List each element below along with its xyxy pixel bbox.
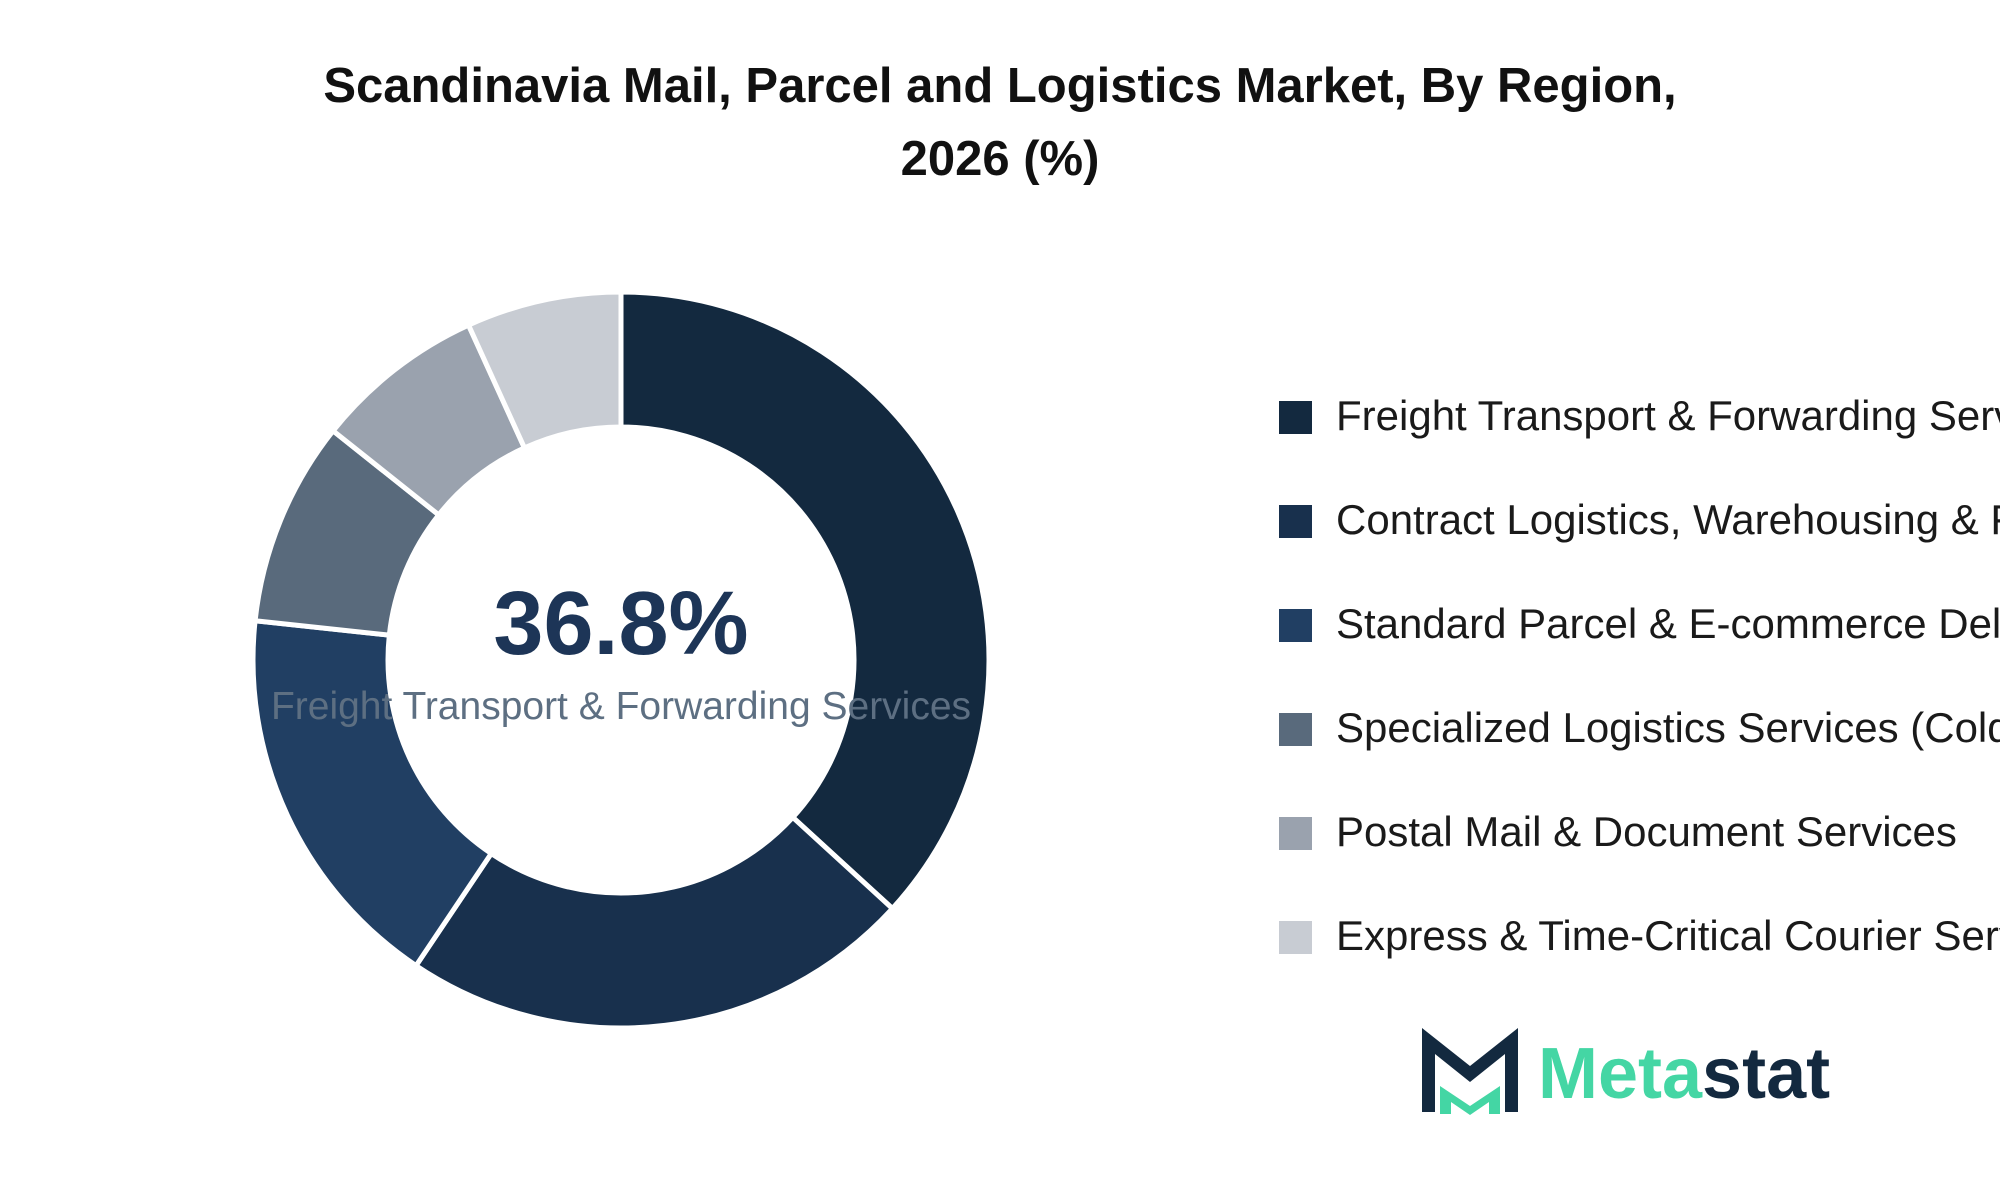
chart-title: Scandinavia Mail, Parcel and Logistics M… [0, 50, 2000, 196]
center-value: 36.8% [493, 574, 749, 674]
logo-mark-accent-icon [1440, 1086, 1500, 1115]
legend-item: Express & Time-Critical Courier Services [1279, 906, 2000, 1010]
donut-slice [250, 618, 495, 970]
legend-label: Contract Logistics, Warehousing & Fulfil… [1336, 496, 2000, 543]
legend-label: Freight Transport & Forwarding Services [1336, 392, 2000, 439]
legend-swatch [1279, 401, 1312, 434]
donut-slice [465, 289, 624, 452]
logo-text-meta: Meta [1538, 1034, 1703, 1114]
center-label: Freight Transport & Forwarding Services [270, 685, 972, 728]
chart-title-line-2: 2026 (%) [900, 132, 1100, 186]
legend-item: Contract Logistics, Warehousing & Fulfil… [1279, 490, 2000, 594]
logo-text-stat: stat [1702, 1034, 1830, 1114]
legend-swatch [1279, 505, 1312, 538]
legend-label: Specialized Logistics Services (Cold Cha… [1336, 704, 2000, 751]
legend-label: Express & Time-Critical Courier Services [1336, 912, 2000, 959]
logo-wordmark: Metastat [1538, 1034, 1830, 1114]
donut-slice [618, 289, 992, 913]
legend-item: Freight Transport & Forwarding Services [1279, 386, 2000, 490]
chart-title-line-1: Scandinavia Mail, Parcel and Logistics M… [323, 59, 1677, 113]
logo-mark-icon [1422, 1028, 1518, 1112]
legend-item: Specialized Logistics Services (Cold Cha… [1279, 698, 2000, 802]
legend-swatch [1279, 921, 1312, 954]
legend: Freight Transport & Forwarding Services … [1279, 386, 2000, 1010]
donut-slices [250, 289, 992, 1031]
legend-swatch [1279, 713, 1312, 746]
legend-item: Postal Mail & Document Services [1279, 802, 2000, 906]
donut-slice [412, 813, 896, 1031]
legend-label: Standard Parcel & E-commerce Delivery [1336, 600, 2000, 647]
legend-swatch [1279, 609, 1312, 642]
legend-swatch [1279, 817, 1312, 850]
metastat-logo: Metastat [1422, 1028, 1830, 1115]
legend-label: Postal Mail & Document Services [1336, 808, 1957, 855]
legend-item: Standard Parcel & E-commerce Delivery [1279, 594, 2000, 698]
